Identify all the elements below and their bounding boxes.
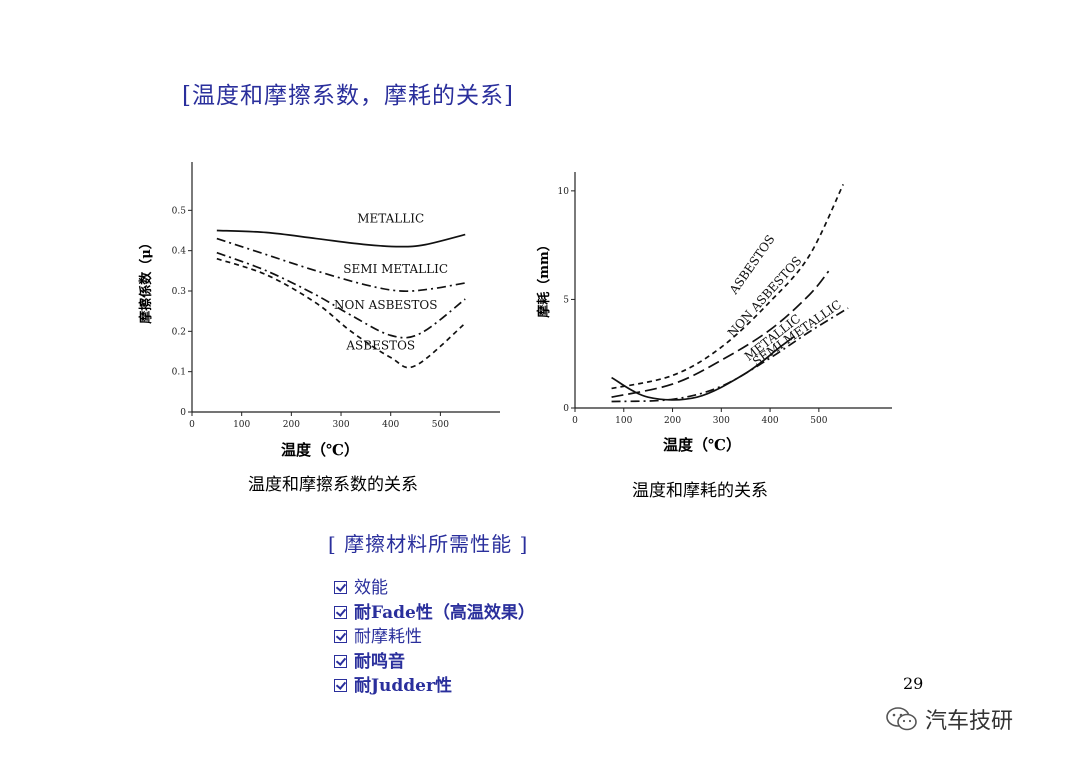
y-tick-label: 0.5 (172, 206, 187, 216)
series-line (611, 270, 830, 398)
y-tick-label: 5 (563, 295, 569, 305)
friction-ylabel: 摩擦係数（μ） (138, 236, 154, 324)
series-line (611, 335, 795, 401)
wear-chart-svg: 摩耗（mm） 温度（℃） 0 100 200 300 400 5000510ASBESTO… (536, 172, 892, 454)
friction-xlabel: 温度（℃） (281, 441, 359, 459)
x-tick-label: 400 (382, 420, 399, 430)
wear-caption: 温度和摩耗的关系 (632, 481, 768, 501)
x-tick-label: 0 (572, 416, 578, 426)
page-number: 29 (903, 674, 924, 693)
series-line (216, 237, 466, 293)
x-tick-label: 300 (713, 416, 730, 426)
requirement-item: 耐Judder性 (334, 674, 535, 699)
y-tick-label: 0.3 (172, 287, 187, 297)
x-tick-label: 300 (332, 420, 349, 430)
page-title: [温度和摩擦系数，摩耗的关系] (182, 83, 514, 109)
wechat-icon (886, 707, 917, 731)
series-line (216, 251, 466, 339)
requirement-item: 效能 (334, 576, 535, 601)
wear-xlabel: 温度（℃） (663, 436, 741, 454)
series-label: ASBESTOS (345, 338, 415, 352)
y-tick-label: 0.2 (172, 327, 186, 337)
watermark-text: 汽车技研 (925, 709, 1014, 734)
requirement-item: 耐摩耗性 (334, 625, 535, 650)
series-line (216, 257, 466, 369)
y-tick-label: 0.4 (172, 247, 187, 257)
x-tick-label: 500 (432, 420, 449, 430)
friction-caption: 温度和摩擦系数的关系 (248, 475, 418, 495)
x-tick-label: 200 (283, 420, 300, 430)
x-tick-label: 0 (189, 420, 195, 430)
checkbox-checked-icon (334, 630, 347, 643)
friction-chart: 摩擦係数（μ） 温度（℃） 0 100 200 300 400 500 0 0.1 0.2 0.3… (130, 150, 510, 480)
x-tick-label: 100 (233, 420, 250, 430)
x-tick-label: 500 (810, 416, 827, 426)
requirement-item: 耐鸣音 (334, 650, 535, 675)
series-line (216, 229, 466, 248)
requirement-item: 耐Fade性（高温效果） (334, 601, 535, 626)
requirements-title: [ 摩擦材料所需性能 ] (328, 532, 529, 556)
series-label: METALLIC (357, 211, 424, 225)
checkbox-checked-icon (334, 581, 347, 594)
series-label: NON ASBESTOS (334, 298, 437, 312)
series-line (611, 307, 849, 403)
wear-chart: 摩耗（mm） 温度（℃） 0 100 200 300 400 500 0 5 10 ASBESTO… (530, 160, 910, 480)
y-tick-label: 0.1 (172, 368, 186, 378)
x-tick-label: 400 (761, 416, 778, 426)
series-label: SEMI METALLIC (750, 297, 844, 369)
x-tick-label: 100 (615, 416, 632, 426)
y-tick-label: 0 (180, 408, 186, 418)
y-tick-label: 0 (563, 404, 569, 414)
series-line (611, 183, 844, 390)
checkbox-checked-icon (334, 679, 347, 692)
watermark: 汽车技研 (885, 703, 1013, 735)
wear-ylabel: 摩耗（mm） (536, 238, 552, 318)
requirements-list: 效能 耐Fade性（高温效果） 耐摩耗性 耐鸣音 耐Judder性 (334, 576, 535, 699)
x-tick-label: 200 (664, 416, 681, 426)
friction-chart-svg: 摩擦係数（μ） 温度（℃） 0 100 200 300 400 500 0 0.1 0.2 0.3… (138, 162, 500, 459)
series-label: SEMI METALLIC (343, 262, 448, 276)
checkbox-checked-icon (334, 654, 347, 668)
checkbox-checked-icon (334, 605, 347, 619)
y-tick-label: 10 (558, 187, 570, 197)
